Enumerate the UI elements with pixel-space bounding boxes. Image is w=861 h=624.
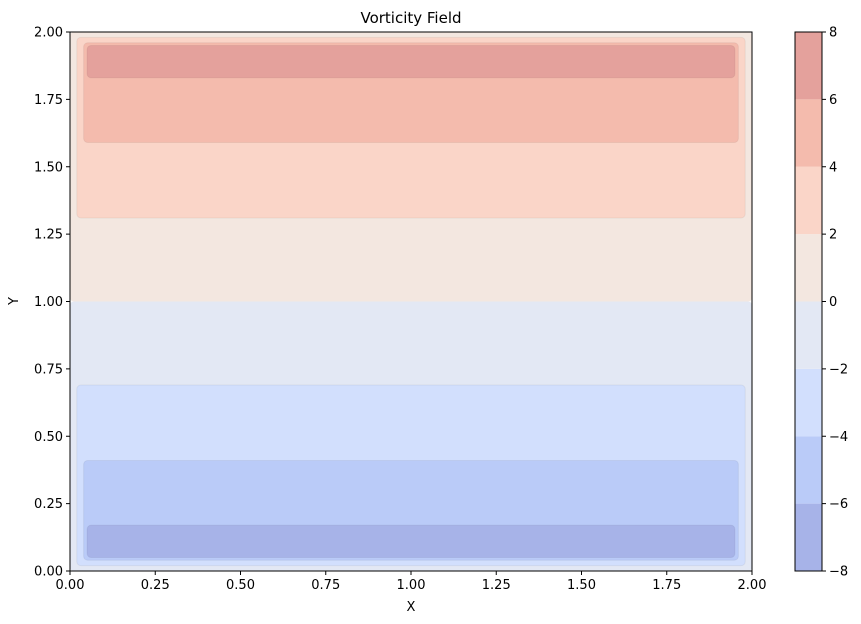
x-tick-label: 2.00 bbox=[738, 578, 767, 593]
colorbar-tick-label: −6 bbox=[829, 497, 848, 512]
colorbar-swatch bbox=[795, 166, 822, 235]
x-tick-label: 1.25 bbox=[482, 578, 511, 593]
y-tick-label: 1.75 bbox=[34, 93, 63, 108]
colorbar-tick-label: 0 bbox=[829, 295, 837, 310]
y-tick-label: 2.00 bbox=[34, 26, 63, 41]
x-tick-label: 1.00 bbox=[397, 578, 426, 593]
y-tick-label: 0.75 bbox=[34, 362, 63, 377]
x-tick-label: 0.75 bbox=[311, 578, 340, 593]
y-axis-label: Y bbox=[7, 297, 22, 306]
y-tick-label: 1.00 bbox=[34, 295, 63, 310]
y-tick-label: 1.25 bbox=[34, 228, 63, 243]
x-tick-label: 0.25 bbox=[141, 578, 170, 593]
colorbar-swatch bbox=[795, 32, 822, 100]
colorbar-tick-label: −8 bbox=[829, 565, 848, 580]
y-tick-label: 0.50 bbox=[34, 430, 63, 445]
x-tick-label: 0.50 bbox=[226, 578, 255, 593]
plot-area bbox=[69, 31, 753, 572]
y-tick-label: 0.00 bbox=[34, 565, 63, 580]
colorbar-swatch bbox=[795, 99, 822, 167]
colorbar: −8 −6 −4 −2 0 2 4 6 8 bbox=[794, 26, 848, 580]
chart-title: Vorticity Field bbox=[360, 9, 461, 27]
colorbar-swatch bbox=[795, 301, 822, 369]
colorbar-swatch bbox=[795, 503, 822, 571]
colorbar-swatch bbox=[795, 436, 822, 504]
colorbar-tick-label: 6 bbox=[829, 93, 837, 108]
colorbar-swatch bbox=[795, 234, 822, 302]
colorbar-tick-label: 2 bbox=[829, 228, 837, 243]
colorbar-tick-label: 8 bbox=[829, 26, 837, 41]
x-tick-label: 1.75 bbox=[652, 578, 681, 593]
colorbar-swatch bbox=[795, 368, 822, 437]
colorbar-tick-label: 4 bbox=[829, 160, 837, 175]
x-tick-label: 1.50 bbox=[567, 578, 596, 593]
colorbar-tick-label: −4 bbox=[829, 430, 848, 445]
y-tick-label: 0.25 bbox=[34, 497, 63, 512]
y-axis: 0.00 0.25 0.50 0.75 1.00 1.25 1.50 1.75 2.00 bbox=[34, 26, 70, 580]
x-axis-label: X bbox=[407, 600, 416, 615]
y-tick-label: 1.50 bbox=[34, 160, 63, 175]
x-axis: 0.00 0.25 0.50 0.75 1.00 1.25 1.50 1.75 2.00 bbox=[56, 571, 767, 593]
x-tick-label: 0.00 bbox=[56, 578, 85, 593]
colorbar-tick-label: −2 bbox=[829, 362, 848, 377]
contour-band--8-to--6 bbox=[86, 524, 736, 559]
contour-band-6-to-8 bbox=[86, 44, 736, 79]
